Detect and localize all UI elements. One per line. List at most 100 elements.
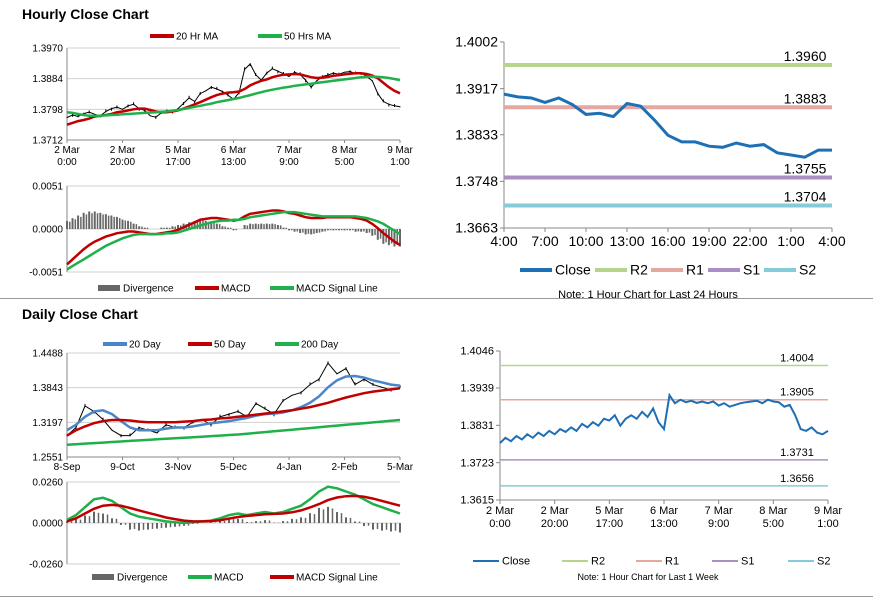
legend-divergence-label: Divergence [117, 573, 168, 584]
legend-macd-label: MACD [221, 284, 250, 295]
x-tick-label: 2-Feb [331, 462, 358, 473]
x-tick-label: 5 Mar [595, 505, 623, 517]
series-line-50-hrs-ma [66, 75, 401, 118]
x-tick-label: 7 Mar [276, 145, 302, 156]
x-tick-label: 17:00 [165, 157, 190, 168]
x-tick-label: 20:00 [541, 518, 569, 530]
x-tick-label: 5:00 [335, 157, 355, 168]
x-tick-label: 16:00 [650, 233, 685, 249]
y-tick-label: 1.3615 [460, 495, 494, 507]
y-tick-label: 1.2551 [32, 453, 63, 464]
y-tick-label: 1.4002 [455, 34, 498, 50]
chart-note: Note: 1 Hour Chart for Last 24 Hours [558, 289, 738, 298]
y-tick-label: 1.3663 [455, 220, 498, 236]
level-label-s2: 1.3656 [780, 473, 814, 485]
legend-close-label: Close [502, 556, 530, 568]
x-tick-label: 4-Jan [276, 462, 301, 473]
y-tick-label: 1.3884 [32, 74, 63, 85]
legend-divergence-swatch [98, 285, 120, 291]
level-label-s1: 1.3731 [780, 447, 814, 459]
level-label-r1: 1.3905 [780, 387, 814, 399]
level-label-s1: 1.3755 [784, 161, 827, 177]
daily-price-chart: 20 Day 50 Day 200 Day 1.4488 1.3843 1.3197 1.2… [32, 340, 414, 474]
legend-50-day-label: 50 Day [214, 340, 246, 351]
series-line-macd [66, 485, 401, 525]
x-tick-label: 2 Mar [110, 145, 136, 156]
series-line-macd-signal-line [66, 210, 401, 271]
hourly-levels-chart: 1.4002 1.3917 1.3833 1.3748 1.3663 4:00 7:00 10… [455, 34, 846, 298]
x-tick-label: 13:00 [221, 157, 246, 168]
x-tick-label: 9:00 [708, 518, 729, 530]
x-tick-label: 0:00 [489, 518, 510, 530]
series-line-50-day [66, 387, 401, 437]
legend-r1-label: R1 [665, 556, 679, 568]
section-divider [0, 298, 873, 299]
close-line [503, 92, 832, 159]
y-tick-label: 1.3197 [32, 418, 63, 429]
level-label-r1: 1.3883 [784, 90, 827, 106]
x-tick-label: 7 Mar [705, 505, 733, 517]
x-tick-label: 22:00 [732, 233, 767, 249]
y-tick-label: 1.4488 [32, 349, 63, 360]
y-tick-label: -0.0051 [29, 268, 63, 279]
legend-r1-label: R1 [686, 262, 704, 278]
x-tick-label: 13:00 [650, 518, 678, 530]
legend-50hrs-ma-label: 50 Hrs MA [284, 32, 332, 43]
x-tick-label: 1:00 [390, 157, 410, 168]
y-tick-label: 1.3970 [32, 44, 63, 55]
x-tick-label: 17:00 [596, 518, 624, 530]
legend-20hr-ma-label: 20 Hr MA [176, 32, 219, 43]
x-tick-label: 7:00 [531, 233, 558, 249]
x-tick-label: 2 Mar [541, 505, 569, 517]
x-tick-label: 0:00 [57, 157, 77, 168]
daily-macd-chart: 0.0260 0.0000 -0.0260 Divergence MACD MACD Si… [29, 478, 401, 584]
x-tick-label: 9:00 [279, 157, 299, 168]
level-label-r2: 1.4004 [780, 353, 814, 365]
y-tick-label: 0.0260 [32, 478, 63, 489]
x-tick-label: 20:00 [110, 157, 135, 168]
x-tick-label: 9-Oct [110, 462, 135, 473]
y-tick-label: 1.3712 [32, 136, 63, 147]
x-tick-label: 5:00 [763, 518, 784, 530]
y-tick-label: 1.3917 [455, 80, 498, 96]
x-tick-label: 5-Mar [387, 462, 414, 473]
x-tick-label: 3-Nov [165, 462, 192, 473]
legend-20-day-label: 20 Day [129, 340, 161, 351]
x-tick-label: 5 Mar [165, 145, 191, 156]
y-tick-label: 1.3798 [32, 105, 63, 116]
legend-divergence-label: Divergence [123, 284, 174, 295]
hourly-macd-chart: 0.0051 0.0000 -0.0051 Divergence MACD MACD Si… [29, 182, 401, 295]
x-tick-label: 6 Mar [650, 505, 678, 517]
x-tick-label: 5-Dec [220, 462, 247, 473]
x-tick-label: 13:00 [609, 233, 644, 249]
x-tick-label: 19:00 [691, 233, 726, 249]
x-tick-label: 10:00 [568, 233, 603, 249]
x-tick-label: 8 Mar [332, 145, 358, 156]
y-tick-label: -0.0260 [29, 560, 63, 571]
legend-200-day-label: 200 Day [301, 340, 338, 351]
legend-close-label: Close [555, 262, 591, 278]
x-tick-label: 8-Sep [54, 462, 81, 473]
legend-signal-label: MACD Signal Line [296, 284, 378, 295]
x-tick-label: 2 Mar [486, 505, 514, 517]
chart-note: Note: 1 Hour Chart for Last 1 Week [578, 572, 719, 582]
y-tick-label: 0.0051 [32, 182, 63, 193]
x-tick-label: 1:00 [817, 518, 838, 530]
legend-signal-label: MACD Signal Line [296, 573, 378, 584]
series-line-200-day [66, 418, 401, 446]
y-tick-label: 1.3748 [455, 173, 498, 189]
y-tick-label: 1.3833 [455, 126, 498, 142]
y-tick-label: 1.3843 [32, 383, 63, 394]
x-tick-label: 1:00 [777, 233, 804, 249]
hourly-section-title: Hourly Close Chart [22, 6, 149, 22]
y-tick-label: 1.4046 [460, 346, 494, 358]
level-label-s2: 1.3704 [784, 189, 827, 205]
legend-s2-label: S2 [799, 262, 816, 278]
x-tick-label: 4:00 [818, 233, 845, 249]
series-line-20-hr-ma [66, 72, 401, 126]
legend-s1-label: S1 [743, 262, 760, 278]
legend-r2-label: R2 [630, 262, 648, 278]
legend-divergence-swatch [92, 574, 114, 580]
level-label-r2: 1.3960 [784, 48, 827, 64]
